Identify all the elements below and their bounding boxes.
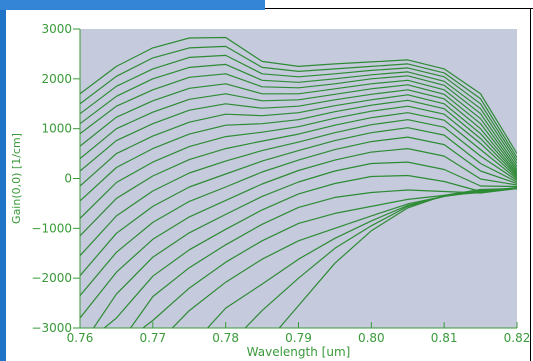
gain-curve-3	[80, 54, 517, 161]
gain-curve-1	[80, 36, 517, 154]
x-tick-label: 0.82	[504, 331, 531, 345]
gain-curve-5	[80, 73, 517, 167]
gain-curve-24	[278, 187, 517, 328]
y-tick-label: 1000	[41, 122, 72, 136]
gain-curve-7	[80, 84, 517, 172]
window-top-border	[265, 8, 533, 9]
gain-curve-4	[80, 63, 517, 164]
window-frame-left	[0, 0, 6, 361]
y-tick-label: −1000	[31, 221, 72, 235]
gain-curve-11	[80, 105, 517, 219]
y-tick-label: 3000	[41, 22, 72, 36]
gain-curve-2	[80, 45, 517, 158]
gain-curve-12	[80, 112, 517, 237]
gain-curve-10	[80, 99, 517, 202]
gain-curve-9	[80, 94, 517, 187]
y-tick-label: −3000	[31, 321, 72, 335]
gain-curve-14	[80, 127, 517, 277]
axes-group: −3000 −2000 −1000 0 1000 2000 3000 0.76 0.77 0.78…	[31, 22, 530, 345]
x-tick-label: 0.79	[285, 331, 312, 345]
gain-curve-13	[80, 119, 517, 257]
gain-curve-19	[129, 187, 517, 328]
x-tick-label: 0.77	[139, 331, 166, 345]
window-right-border	[530, 8, 531, 361]
x-tick-label: 0.78	[212, 331, 239, 345]
x-tick-label: 0.80	[358, 331, 385, 345]
gain-curve-8	[80, 89, 517, 174]
y-tick-label: 2000	[41, 72, 72, 86]
gain-curve-15	[80, 136, 517, 296]
y-tick-label: 0	[64, 172, 72, 186]
gain-curve-6	[80, 79, 517, 170]
x-tick-label: 0.81	[431, 331, 458, 345]
gain-curve-18	[103, 174, 517, 328]
gain-curve-17	[92, 161, 517, 328]
y-tick-label: −2000	[31, 271, 72, 285]
x-axis-label: Wavelength [um]	[247, 345, 351, 359]
window-title-strip	[0, 0, 265, 10]
curve-group	[80, 36, 517, 328]
gain-curve-16	[80, 148, 517, 319]
x-tick-label: 0.76	[67, 331, 94, 345]
y-axis-label: Gain(0,0) [1/cm]	[10, 133, 23, 224]
